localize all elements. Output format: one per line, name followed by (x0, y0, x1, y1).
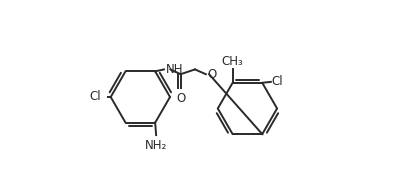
Text: NH₂: NH₂ (145, 139, 167, 152)
Text: NH: NH (166, 63, 184, 76)
Text: Cl: Cl (90, 90, 101, 104)
Text: CH₃: CH₃ (222, 55, 243, 68)
Text: O: O (207, 68, 216, 81)
Text: Cl: Cl (271, 75, 283, 88)
Text: O: O (176, 92, 185, 105)
